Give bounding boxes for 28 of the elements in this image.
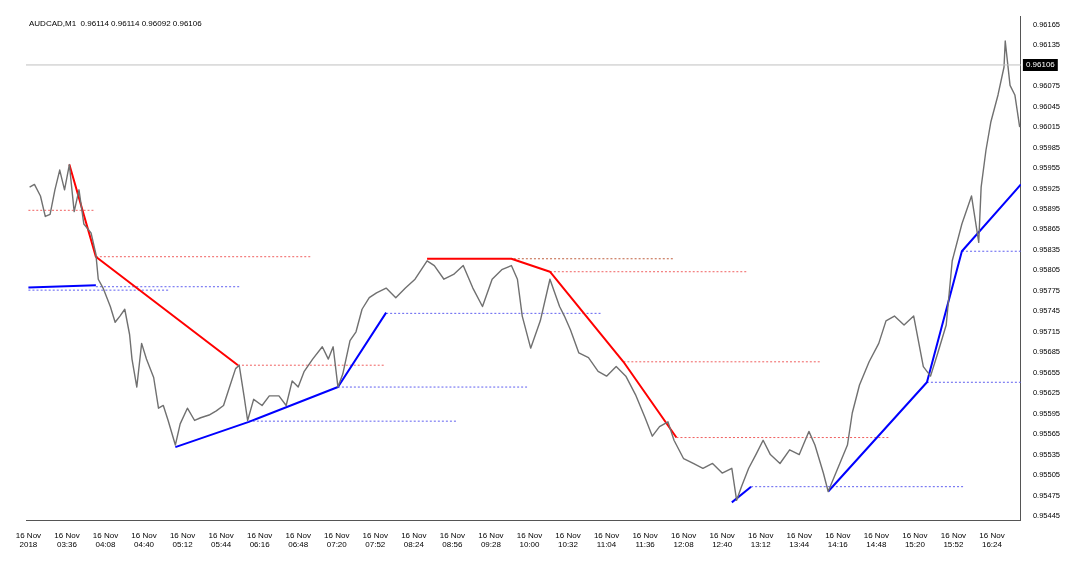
x-tick-label: 16 Nov 16:24 <box>979 530 1005 550</box>
x-tick-label: 16 Nov 05:12 <box>169 530 196 550</box>
x-tick-label: 16 Nov 04:08 <box>92 530 119 550</box>
x-tick-label: 16 Nov 15:20 <box>902 530 928 550</box>
x-tick-label: 16 Nov 10:00 <box>516 530 543 550</box>
x-tick-label: 16 Nov 14:48 <box>863 530 890 550</box>
x-tick-label: 16 Nov 11:36 <box>632 530 658 550</box>
x-tick-label: 16 Nov 12:40 <box>709 530 735 550</box>
x-tick-label: 16 Nov 12:08 <box>670 530 697 550</box>
x-tick-label: 16 Nov 04:40 <box>131 530 157 550</box>
x-tick-label: 16 Nov 07:20 <box>324 530 350 550</box>
x-tick-label: 16 Nov 07:52 <box>362 530 388 550</box>
x-tick-label: 16 Nov 06:16 <box>246 530 273 550</box>
x-tick-label: 16 Nov 15:52 <box>940 530 967 550</box>
x-tick-label: 16 Nov 11:04 <box>593 530 620 550</box>
x-tick-label: 16 Nov 13:44 <box>786 530 812 550</box>
x-tick-label: 16 Nov 2018 <box>15 530 42 550</box>
x-tick-label: 16 Nov 13:12 <box>748 530 774 550</box>
x-tick-label: 16 Nov 09:28 <box>478 530 504 550</box>
x-tick-label: 16 Nov 10:32 <box>555 530 581 550</box>
x-tick-label: 16 Nov 06:48 <box>285 530 311 550</box>
x-tick-label: 16 Nov 08:24 <box>401 530 427 550</box>
chart-title: AUDCAD,M1 0.96114 0.96114 0.96092 0.96106 <box>29 18 203 28</box>
ref-line-label: 0.96106 <box>1025 60 1056 70</box>
x-tick-label: 16 Nov 03:36 <box>54 530 80 550</box>
x-tick-label: 16 Nov 08:56 <box>439 530 466 550</box>
x-tick-label: 16 Nov 14:16 <box>825 530 851 550</box>
x-tick-label: 16 Nov 05:44 <box>208 530 234 550</box>
